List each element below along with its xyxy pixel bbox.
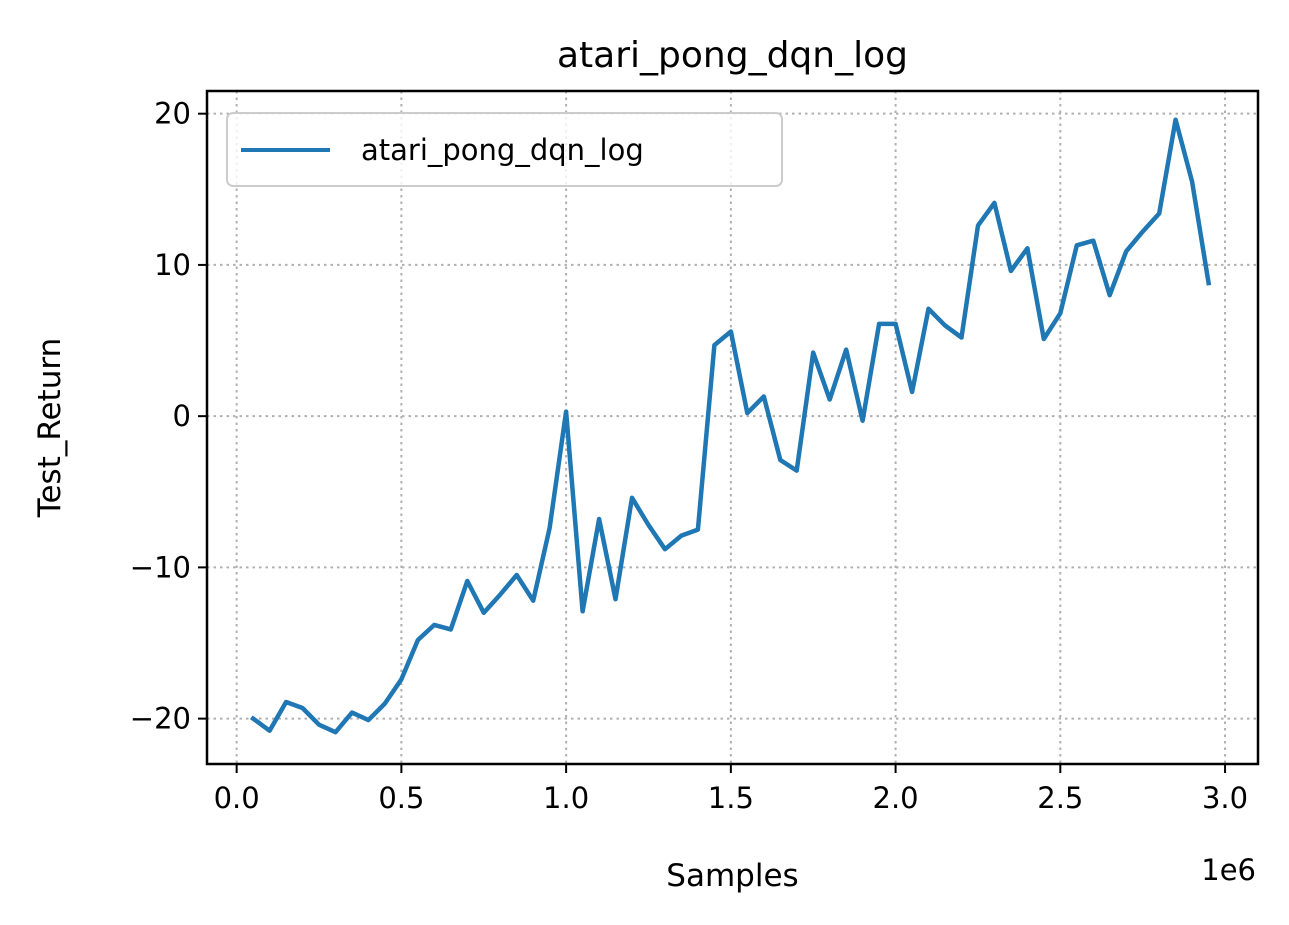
x-tick-label: 0.0 (214, 781, 260, 815)
x-tick-label: 3.0 (1202, 781, 1248, 815)
series-layer (249, 117, 1212, 735)
y-tick-label: −20 (130, 702, 191, 736)
series-line (249, 117, 1212, 735)
grid (207, 91, 1258, 764)
y-tick-label: −10 (130, 550, 191, 584)
y-tick-label: 10 (154, 248, 191, 282)
ticks: 0.0 0.5 1.0 1.5 2.0 2.5 3.0 −20 −10 0 10 20 (130, 97, 1248, 815)
legend: atari_pong_dqn_log (226, 112, 783, 187)
x-axis-offset-label: 1e6 (1201, 853, 1256, 887)
x-tick-label: 2.0 (873, 781, 919, 815)
plot-frame (205, 89, 1260, 766)
x-tick-label: 0.5 (378, 781, 424, 815)
legend-label: atari_pong_dqn_log (361, 133, 644, 167)
x-tick-label: 2.5 (1037, 781, 1083, 815)
x-tick-label: 1.0 (543, 781, 589, 815)
legend-box (226, 112, 783, 187)
chart-title: atari_pong_dqn_log (557, 35, 908, 76)
y-axis-label: Test_Return (32, 338, 68, 518)
y-tick-label: 20 (154, 97, 191, 131)
x-tick-label: 1.5 (708, 781, 754, 815)
y-tick-label: 0 (173, 399, 191, 433)
x-axis-label: Samples (666, 858, 798, 894)
